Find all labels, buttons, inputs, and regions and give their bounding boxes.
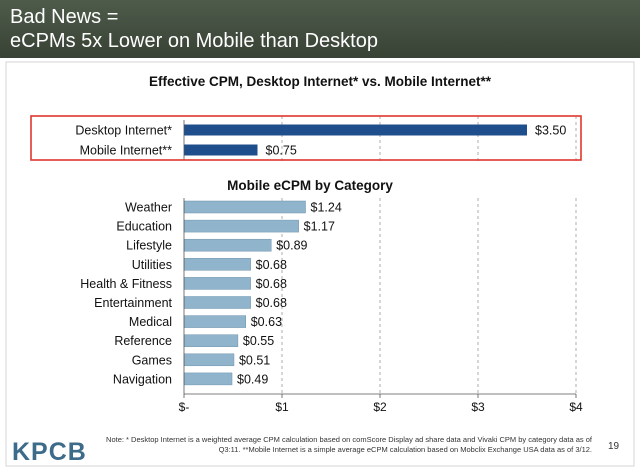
category-bar — [183, 296, 251, 309]
category-value-label: $0.89 — [276, 239, 307, 253]
category-bar — [183, 277, 251, 290]
slide-title-line1: Bad News = — [10, 6, 119, 28]
top-bar — [184, 124, 527, 136]
category-label: Lifestyle — [126, 239, 172, 253]
x-tick-label: $1 — [275, 400, 289, 414]
x-tick-label: $2 — [373, 400, 387, 414]
top-category-label: Mobile Internet** — [80, 144, 173, 158]
kpcb-logo: KPCB — [12, 438, 87, 466]
category-label: Utilities — [132, 258, 172, 272]
top-value-label: $3.50 — [535, 124, 566, 138]
x-tick-label: $- — [179, 400, 190, 414]
slide-title-line2: eCPMs 5x Lower on Mobile than Desktop — [10, 30, 378, 52]
top-category-label: Desktop Internet* — [75, 124, 172, 138]
category-label: Entertainment — [94, 296, 172, 310]
category-chart-title: Mobile eCPM by Category — [227, 178, 393, 193]
top-bar — [184, 144, 258, 156]
content-frame — [5, 61, 635, 467]
category-bar — [183, 258, 251, 271]
category-label: Education — [116, 220, 172, 234]
category-value-label: $0.68 — [256, 277, 287, 291]
category-bar — [183, 219, 299, 233]
category-value-label: $0.49 — [237, 372, 268, 386]
top-value-label: $0.75 — [266, 144, 297, 158]
category-bar — [183, 372, 233, 386]
page-number: 19 — [608, 441, 620, 452]
category-bar — [183, 353, 235, 367]
x-tick-label: $4 — [569, 400, 583, 414]
category-value-label: $1.24 — [311, 201, 342, 215]
category-value-label: $0.68 — [256, 258, 287, 272]
category-bar — [183, 315, 246, 328]
category-value-label: $0.68 — [256, 296, 287, 310]
top-chart-title: Effective CPM, Desktop Internet* vs. Mob… — [149, 74, 492, 89]
category-value-label: $0.63 — [251, 315, 282, 329]
category-value-label: $1.17 — [304, 220, 335, 234]
x-tick-label: $3 — [471, 400, 485, 414]
category-label: Navigation — [113, 372, 172, 386]
category-label: Games — [132, 353, 172, 367]
category-label: Medical — [129, 315, 172, 329]
footnote: Note: * Desktop Internet is a weighted a… — [106, 435, 592, 454]
highlight-box — [30, 115, 582, 161]
title-bar: Bad News = eCPMs 5x Lower on Mobile than… — [0, 0, 640, 58]
category-label: Weather — [125, 201, 172, 215]
category-label: Health & Fitness — [80, 277, 172, 291]
category-value-label: $0.51 — [239, 353, 270, 367]
category-bar — [183, 238, 272, 252]
category-value-label: $0.55 — [243, 334, 274, 348]
category-bar — [183, 200, 306, 214]
category-label: Reference — [114, 334, 172, 348]
category-bar — [183, 334, 239, 347]
